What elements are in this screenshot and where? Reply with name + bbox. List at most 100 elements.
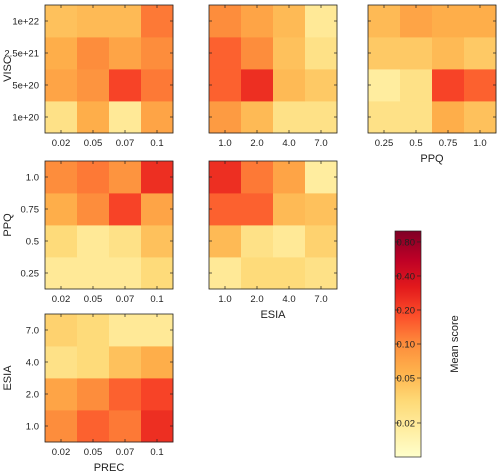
heatmap-cell xyxy=(77,161,110,194)
x-tick-label: 0.5 xyxy=(409,138,422,149)
x-tick-label: 4.0 xyxy=(282,138,295,149)
heatmap-cell xyxy=(141,410,174,443)
heatmap-cell xyxy=(241,257,274,290)
heatmap-cell xyxy=(209,257,242,290)
heatmap-cell xyxy=(273,257,306,290)
heatmap-cell xyxy=(241,5,274,38)
heatmap-cell xyxy=(77,193,110,226)
x-tick-label: 7.0 xyxy=(314,294,327,305)
heatmap-cell xyxy=(141,69,174,102)
y-tick-label: 1.0 xyxy=(26,421,39,432)
panel-frame xyxy=(44,313,174,443)
heatmap-cell xyxy=(45,69,78,102)
x-tick-label: 2.0 xyxy=(250,138,263,149)
heatmap-panels: 0.02 0.05 0.07 0.1 1e+20 5e+20 2.5e+21 1e+22 VIS… xyxy=(2,4,497,472)
heatmap-cell xyxy=(241,101,274,134)
y-tick-label: 1.0 xyxy=(26,172,39,183)
heatmap-cell xyxy=(464,5,497,38)
heatmap-cell xyxy=(45,378,78,411)
colorbar: 0.80 0.40 0.20 0.10 0.05 0.02 Mean score xyxy=(394,230,461,458)
y-tick-label: 1e+20 xyxy=(12,112,39,123)
heatmap-cell xyxy=(109,161,142,194)
heatmap-cell xyxy=(77,225,110,258)
x-tick-label: 0.1 xyxy=(150,447,163,458)
x-tick-label: 0.02 xyxy=(52,138,71,149)
panel-frame xyxy=(44,160,174,290)
heatmap-cell xyxy=(305,5,338,38)
heatmap-cell xyxy=(77,378,110,411)
y-tick-label: 0.25 xyxy=(21,268,40,279)
heatmap-cell xyxy=(273,225,306,258)
heatmap-cell xyxy=(109,69,142,102)
heatmap-cell xyxy=(464,101,497,134)
heatmap-cell xyxy=(400,5,433,38)
heatmap-cell xyxy=(241,69,274,102)
x-tick-label: 0.07 xyxy=(116,447,135,458)
colorbar-tick-label: 0.02 xyxy=(397,418,416,429)
heatmap-cell xyxy=(109,314,142,347)
heatmap-cell xyxy=(45,346,78,379)
x-tick-label: 1.0 xyxy=(473,138,486,149)
heatmap-cell xyxy=(241,37,274,70)
heatmap-cell xyxy=(109,346,142,379)
heatmap-cell xyxy=(305,193,338,226)
colorbar-bar xyxy=(395,231,421,457)
heatmap-cell xyxy=(209,101,242,134)
heatmap-cell xyxy=(368,69,401,102)
heatmap-cell xyxy=(45,314,78,347)
x-tick-label: 4.0 xyxy=(282,294,295,305)
heatmap-cell xyxy=(432,69,465,102)
colorbar-tick-label: 0.40 xyxy=(397,271,416,282)
heatmap-cell xyxy=(209,69,242,102)
x-axis-label: PREC xyxy=(94,462,125,472)
colorbar-label: Mean score xyxy=(449,315,461,372)
heatmap-cell xyxy=(400,37,433,70)
heatmap-cell xyxy=(109,225,142,258)
heatmap-cell xyxy=(368,37,401,70)
x-tick-label: 0.07 xyxy=(116,294,135,305)
x-tick-label: 0.25 xyxy=(375,138,394,149)
heatmap-cell xyxy=(109,101,142,134)
heatmap-cell xyxy=(241,161,274,194)
heatmap-cell xyxy=(209,225,242,258)
panel-frame xyxy=(208,160,338,290)
heatmap-cell xyxy=(141,314,174,347)
heatmap-cell xyxy=(400,101,433,134)
x-tick-label: 0.05 xyxy=(84,447,103,458)
heatmap-cell xyxy=(241,225,274,258)
heatmap-cell xyxy=(109,5,142,38)
x-tick-label: 0.05 xyxy=(84,138,103,149)
heatmap-cell xyxy=(109,257,142,290)
heatmap-cell xyxy=(273,193,306,226)
heatmap-cell xyxy=(209,161,242,194)
heatmap-cell xyxy=(77,69,110,102)
heatmap-cell xyxy=(77,346,110,379)
y-axis-label: ESIA xyxy=(2,365,14,391)
y-tick-label: 0.5 xyxy=(26,236,39,247)
heatmap-cell xyxy=(464,37,497,70)
heatmap-cell xyxy=(141,257,174,290)
x-tick-label: 7.0 xyxy=(314,138,327,149)
heatmap-cell xyxy=(209,37,242,70)
heatmap-cell xyxy=(45,193,78,226)
heatmap-cell xyxy=(77,410,110,443)
x-axis-label: ESIA xyxy=(260,309,286,321)
heatmap-cell xyxy=(141,346,174,379)
heatmap-cell xyxy=(368,5,401,38)
heatmap-panel: 1.0 2.0 4.0 7.0 xyxy=(208,4,338,149)
heatmap-cell xyxy=(209,5,242,38)
x-tick-label: 0.1 xyxy=(150,138,163,149)
heatmap-cell xyxy=(45,410,78,443)
panel-frame xyxy=(44,4,174,134)
y-tick-label: 2.0 xyxy=(26,389,39,400)
heatmap-cell xyxy=(77,5,110,38)
y-tick-label: 5e+20 xyxy=(12,80,39,91)
heatmap-cell xyxy=(305,257,338,290)
heatmap-cell xyxy=(400,69,433,102)
heatmap-cell xyxy=(77,314,110,347)
heatmap-cell xyxy=(77,101,110,134)
x-tick-label: 0.07 xyxy=(116,138,135,149)
heatmap-cell xyxy=(141,5,174,38)
y-tick-label: 1e+22 xyxy=(12,16,39,27)
panel-frame xyxy=(208,4,338,134)
